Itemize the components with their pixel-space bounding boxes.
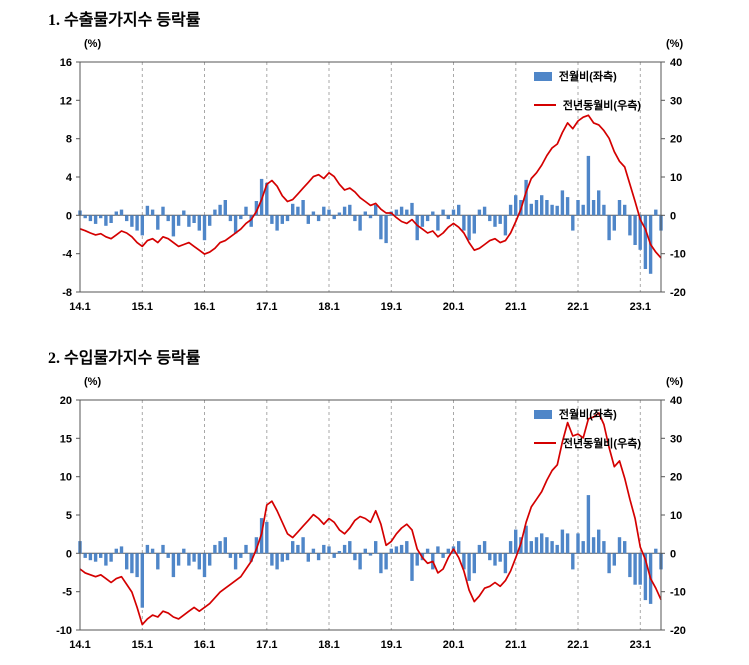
svg-text:30: 30: [670, 433, 682, 445]
svg-text:18.1: 18.1: [318, 301, 339, 313]
legend-item-mom: 전월비(좌측): [533, 406, 641, 422]
mom-bars: [78, 495, 663, 608]
svg-text:12: 12: [60, 95, 72, 107]
svg-text:22.1: 22.1: [567, 639, 588, 651]
x-axis-labels: 14.1 15.1 16.1 17.1 18.1 19.1 20.1 21.1 22.1 23.1: [69, 301, 651, 313]
chart1: (%) (%) 16 12 8 4 0 -4 -8 40 30 20 10 0 -10 -20 14.1 15…: [0, 38, 749, 320]
svg-text:10: 10: [60, 472, 72, 484]
svg-text:15: 15: [60, 433, 72, 445]
svg-text:-20: -20: [670, 287, 686, 299]
svg-text:30: 30: [670, 95, 682, 107]
svg-text:21.1: 21.1: [505, 301, 526, 313]
legend-label-mom: 전월비(좌측): [558, 409, 617, 421]
line-swatch-icon: [533, 104, 556, 106]
svg-text:16: 16: [60, 57, 72, 69]
svg-text:5: 5: [66, 510, 72, 522]
chart1-legend: 전월비(좌측) 전년동월비(우측): [533, 68, 641, 113]
svg-text:-20: -20: [670, 625, 686, 637]
chart1-right-axis-unit: (%): [666, 38, 684, 50]
svg-text:20.1: 20.1: [443, 301, 464, 313]
left-axis-labels: 20 15 10 5 0 -5 -10: [56, 395, 80, 637]
svg-text:18.1: 18.1: [318, 639, 339, 651]
svg-text:8: 8: [66, 134, 72, 146]
svg-text:-8: -8: [62, 287, 72, 299]
left-axis-labels: 16 12 8 4 0 -4 -8: [60, 57, 80, 299]
svg-text:14.1: 14.1: [69, 301, 90, 313]
svg-text:-4: -4: [62, 249, 73, 261]
svg-text:15.1: 15.1: [132, 639, 153, 651]
svg-text:22.1: 22.1: [567, 301, 588, 313]
legend-label-yoy: 전년동월비(우측): [562, 100, 641, 112]
chart2-left-axis-unit: (%): [84, 376, 102, 388]
year-gridlines: [141, 62, 641, 292]
svg-text:14.1: 14.1: [69, 639, 90, 651]
chart2-right-axis-unit: (%): [666, 376, 684, 388]
svg-text:15.1: 15.1: [132, 301, 153, 313]
export-price-section: 1. 수출물가지수 등락률 (%) (%) 16 12 8 4 0 -4 -8 40 30 20 1…: [0, 6, 749, 320]
svg-text:40: 40: [670, 395, 682, 407]
svg-text:-10: -10: [56, 625, 72, 637]
svg-text:-5: -5: [62, 587, 72, 599]
svg-text:20.1: 20.1: [443, 639, 464, 651]
chart2-title: 2. 수입물가지수 등락률: [48, 350, 201, 367]
svg-text:19.1: 19.1: [381, 301, 402, 313]
svg-text:20: 20: [670, 472, 682, 484]
svg-text:0: 0: [66, 210, 72, 222]
svg-text:17.1: 17.1: [256, 301, 277, 313]
chart2-legend: 전월비(좌측) 전년동월비(우측): [533, 406, 641, 451]
right-axis-labels: 40 30 20 10 0 -10 -20: [661, 395, 686, 637]
svg-text:40: 40: [670, 57, 682, 69]
legend-label-yoy: 전년동월비(우측): [562, 438, 641, 450]
svg-text:23.1: 23.1: [630, 301, 651, 313]
svg-text:10: 10: [670, 510, 682, 522]
svg-text:20: 20: [670, 134, 682, 146]
legend-item-yoy: 전년동월비(우측): [533, 435, 641, 451]
svg-text:10: 10: [670, 172, 682, 184]
legend-item-yoy: 전년동월비(우측): [533, 97, 641, 113]
svg-text:20: 20: [60, 395, 72, 407]
right-axis-labels: 40 30 20 10 0 -10 -20: [661, 57, 686, 299]
svg-text:4: 4: [66, 172, 73, 184]
legend-item-mom: 전월비(좌측): [533, 68, 641, 84]
svg-text:16.1: 16.1: [194, 301, 215, 313]
import-price-section: 2. 수입물가지수 등락률 (%) (%) 20 15 10 5 0 -5 -10 40 30 2…: [0, 344, 749, 658]
legend-label-mom: 전월비(좌측): [558, 71, 617, 83]
svg-text:0: 0: [670, 548, 676, 560]
svg-text:19.1: 19.1: [381, 639, 402, 651]
svg-text:-10: -10: [670, 249, 686, 261]
chart1-title: 1. 수출물가지수 등락률: [48, 12, 201, 29]
svg-text:0: 0: [670, 210, 676, 222]
x-axis-labels: 14.1 15.1 16.1 17.1 18.1 19.1 20.1 21.1 22.1 23.1: [69, 639, 651, 651]
line-swatch-icon: [533, 442, 556, 444]
svg-text:23.1: 23.1: [630, 639, 651, 651]
yoy-line: [79, 114, 662, 259]
svg-text:21.1: 21.1: [505, 639, 526, 651]
chart1-left-axis-unit: (%): [84, 38, 102, 50]
chart2: (%) (%) 20 15 10 5 0 -5 -10 40 30 20 10 0 -10 -20 14.1…: [0, 376, 749, 658]
bar-swatch-icon: [533, 409, 552, 419]
bar-swatch-icon: [533, 71, 552, 81]
mom-bars: [78, 155, 663, 274]
year-gridlines: [141, 400, 641, 630]
svg-text:0: 0: [66, 548, 72, 560]
chart2-canvas: 20 15 10 5 0 -5 -10 40 30 20 10 0 -10 -20 14.1 15.1 16.1…: [56, 395, 686, 651]
svg-text:16.1: 16.1: [194, 639, 215, 651]
yoy-line: [79, 412, 662, 626]
svg-text:17.1: 17.1: [256, 639, 277, 651]
svg-text:-10: -10: [670, 587, 686, 599]
